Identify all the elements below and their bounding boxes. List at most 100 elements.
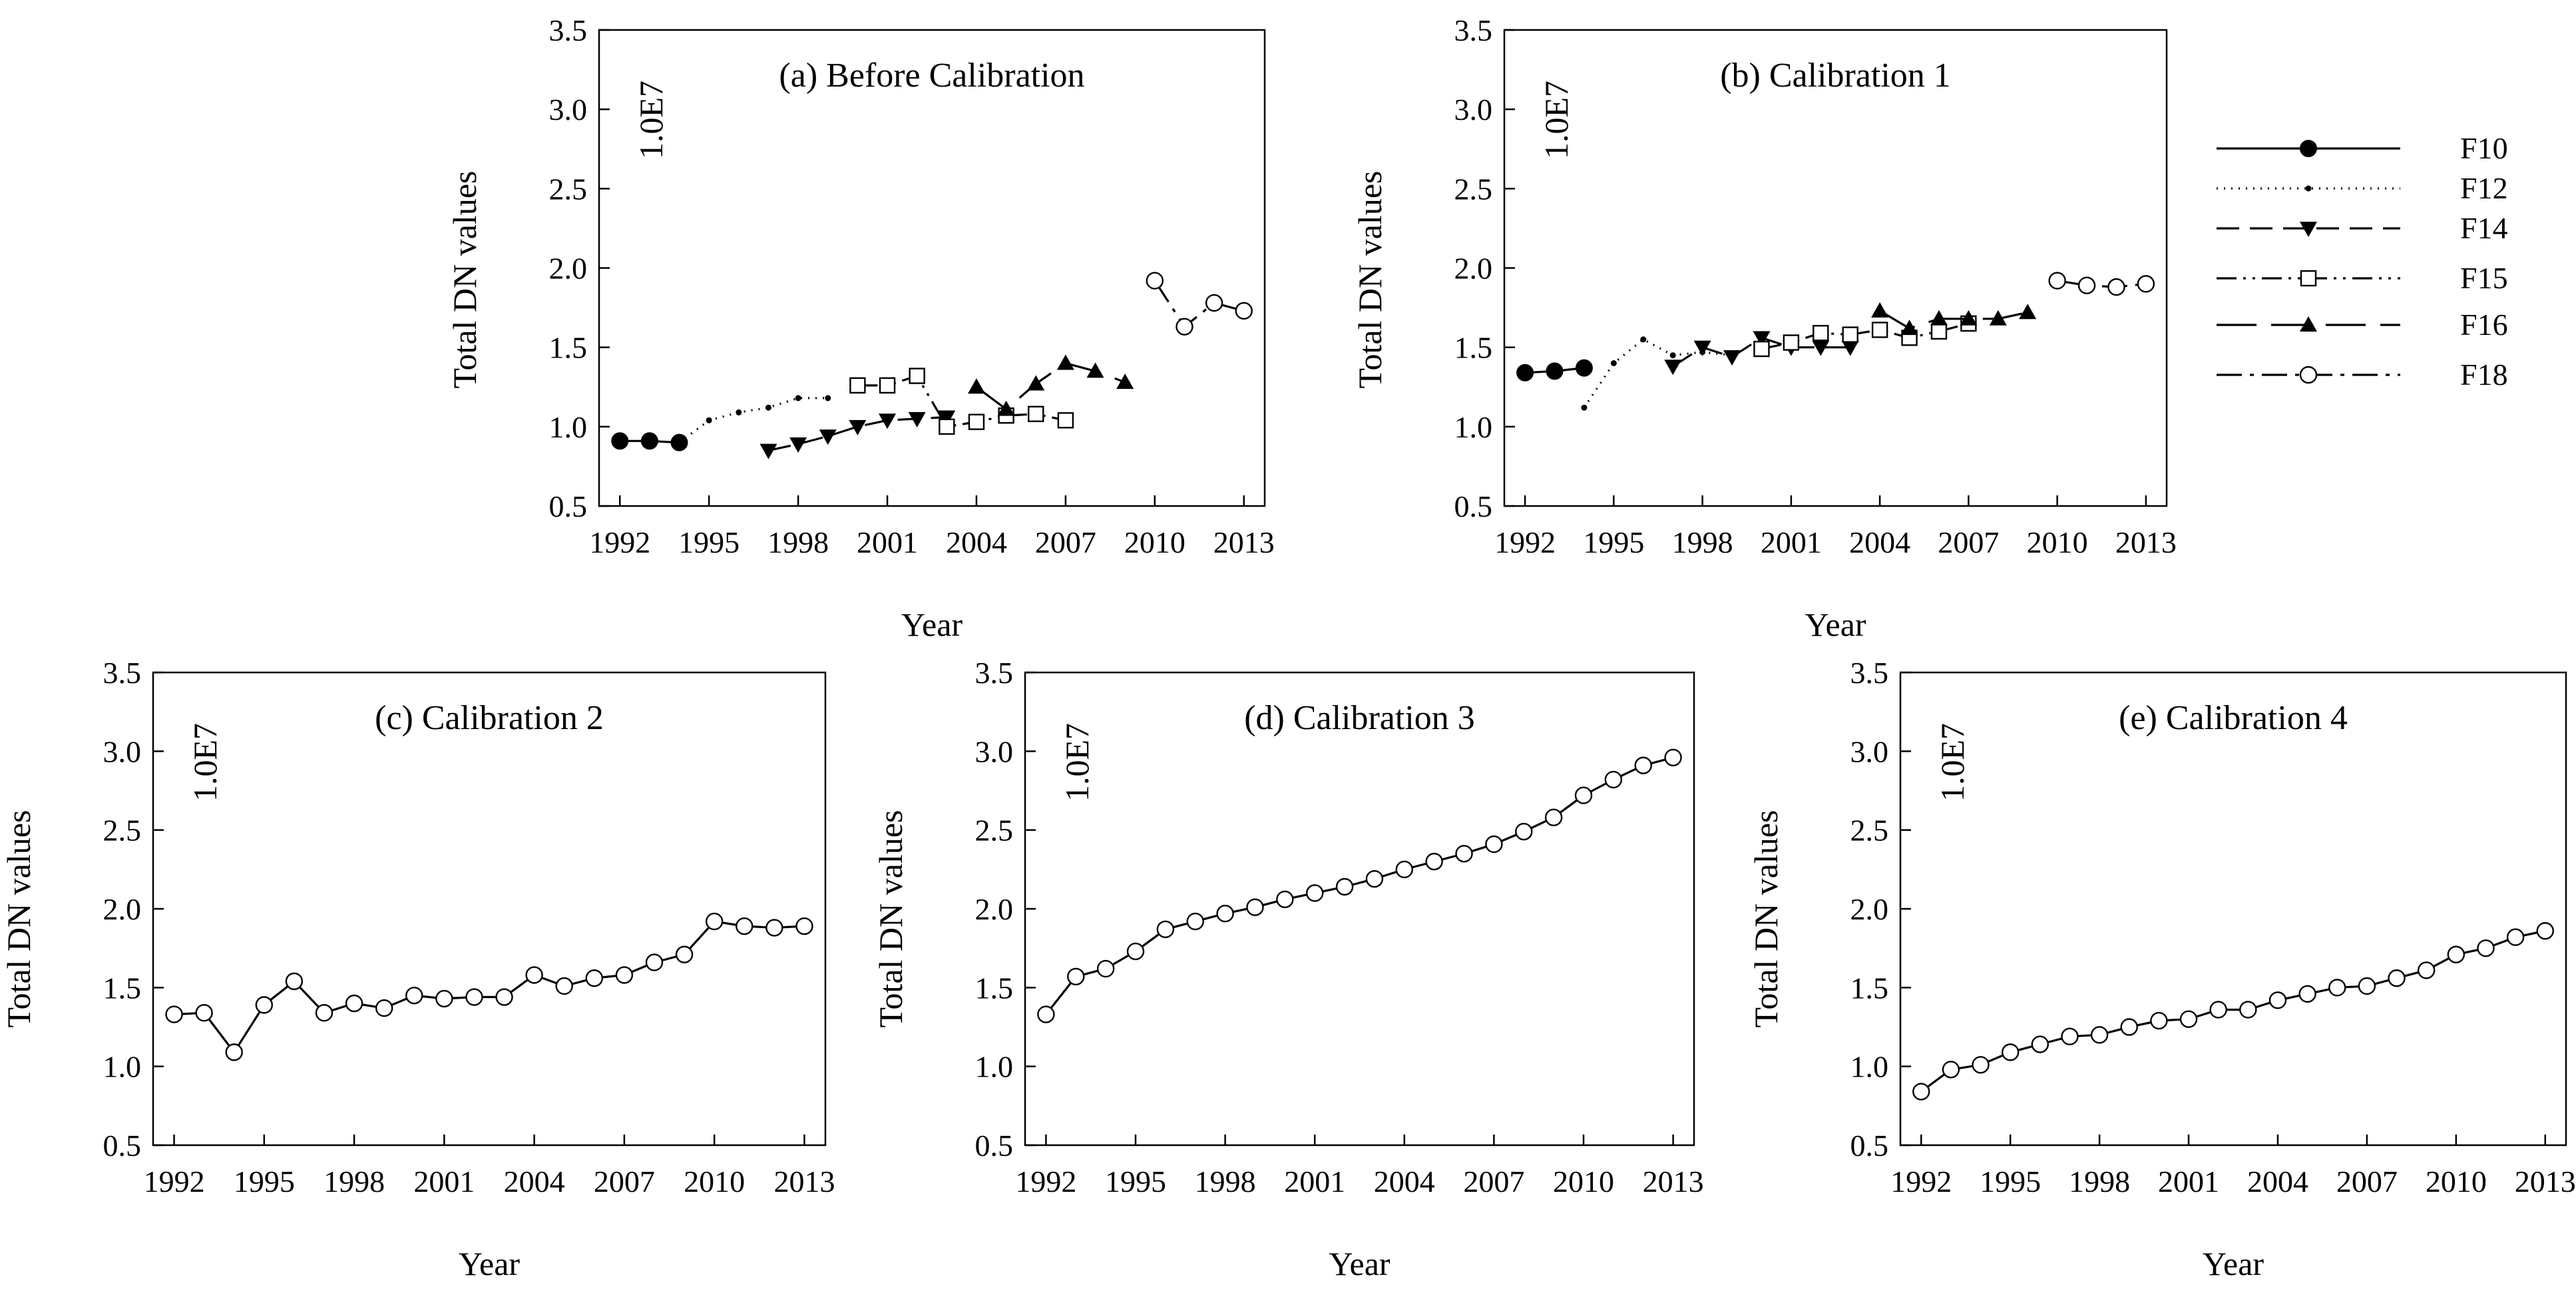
- legend-item-f16: F16: [2217, 308, 2508, 342]
- data-point-f10: [611, 432, 629, 450]
- legend-marker-f15: [2300, 270, 2317, 287]
- y-tick-label: 2.5: [103, 814, 142, 848]
- x-tick-label: 1992: [589, 525, 650, 559]
- data-point-calibrated: [1972, 1056, 1990, 1074]
- data-point-calibrated: [1156, 920, 1175, 938]
- legend-marker-f10: [2300, 140, 2317, 157]
- series-calibrated: [165, 912, 813, 1061]
- series-f10: [1516, 359, 1593, 382]
- x-tick-label: 2010: [2426, 1164, 2487, 1198]
- chart-title: (a) Before Calibration: [779, 57, 1084, 95]
- data-point-calibrated: [225, 1043, 243, 1061]
- data-point-f18: [1235, 302, 1253, 320]
- data-point-f18: [2137, 275, 2155, 293]
- legend-item-f14: F14: [2217, 211, 2508, 245]
- y-tick-label: 0.5: [975, 1129, 1014, 1163]
- data-point-calibrated: [705, 912, 724, 931]
- data-point-f18: [1205, 294, 1223, 312]
- data-point-calibrated: [1425, 852, 1443, 871]
- data-point-calibrated: [1335, 878, 1354, 896]
- data-point-f16: [1960, 310, 1978, 326]
- y-axis-label: Total DN values: [446, 171, 483, 389]
- series-line-f15: [1761, 322, 1969, 350]
- data-point-f14: [908, 411, 926, 427]
- data-point-calibrated: [1126, 942, 1145, 961]
- data-point-calibrated: [1544, 808, 1563, 826]
- legend-label-f15: F15: [2460, 261, 2508, 295]
- panel-b-calibration-1: 0.5 1.0 1.5 2.0 2.5 3.0 3.5 1992 1995 1998 2001 200…: [1351, 13, 2177, 643]
- x-tick-label: 1998: [323, 1164, 385, 1198]
- data-point-calibrated: [2120, 1018, 2138, 1036]
- legend-marker-shape: [2299, 366, 2318, 384]
- x-axis-label: Year: [2203, 1245, 2264, 1282]
- data-point-f12: [1669, 352, 1676, 359]
- axis-multiplier: 1.0E7: [632, 81, 670, 159]
- data-point-calibrated: [2477, 939, 2495, 957]
- y-tick-label: 2.5: [1454, 172, 1493, 206]
- data-point-f18: [2077, 276, 2096, 294]
- data-point-f16: [2019, 304, 2037, 320]
- chart-title: (e) Calibration 4: [2119, 699, 2348, 737]
- x-tick-label: 1992: [144, 1164, 205, 1198]
- y-axis-label: Total DN values: [0, 810, 37, 1028]
- data-point-calibrated: [1515, 822, 1533, 841]
- y-tick-label: 1.0: [103, 1050, 142, 1084]
- legend-item-f10: F10: [2217, 131, 2508, 165]
- series-f18: [2048, 272, 2155, 296]
- y-tick-label: 3.5: [1850, 656, 1889, 690]
- data-point-calibrated: [525, 966, 543, 984]
- data-point-calibrated: [2239, 1001, 2257, 1019]
- data-point-f14: [1664, 360, 1682, 376]
- data-point-f12: [1581, 404, 1588, 411]
- series-calibrated: [1912, 921, 2554, 1101]
- y-tick-label: 0.5: [1454, 489, 1493, 523]
- data-point-calibrated: [2209, 1001, 2227, 1019]
- data-point-f16: [1930, 310, 1948, 326]
- data-point-calibrated: [1306, 884, 1324, 902]
- data-point-f16: [1989, 310, 2007, 326]
- data-point-f16: [1871, 302, 1889, 318]
- data-point-f16: [997, 400, 1015, 416]
- x-tick-label: 1998: [2069, 1164, 2130, 1198]
- axis-multiplier: 1.0E7: [186, 723, 224, 802]
- data-point-calibrated: [2268, 991, 2287, 1009]
- y-tick-label: 0.5: [1850, 1129, 1889, 1163]
- legend-marker-shape: [2300, 270, 2317, 287]
- data-point-f14: [938, 410, 956, 426]
- data-point-calibrated: [2179, 1010, 2198, 1028]
- data-point-f14: [1753, 331, 1771, 347]
- x-tick-label: 1995: [1980, 1164, 2041, 1198]
- data-point-calibrated: [1485, 835, 1503, 854]
- y-tick-label: 3.5: [975, 656, 1014, 690]
- y-tick-label: 1.5: [975, 971, 1014, 1005]
- data-point-calibrated: [495, 988, 513, 1006]
- data-point-calibrated: [795, 917, 813, 935]
- data-point-f10: [1546, 362, 1564, 380]
- data-point-f15: [1930, 323, 1948, 340]
- x-tick-label: 1998: [767, 525, 829, 559]
- data-point-f16: [1900, 320, 1918, 336]
- x-tick-label: 1998: [1195, 1164, 1256, 1198]
- series-f10: [611, 432, 688, 451]
- data-point-calibrated: [1912, 1083, 1930, 1101]
- x-tick-label: 2007: [1035, 525, 1096, 559]
- data-point-f16: [1116, 374, 1134, 389]
- x-tick-label: 2010: [1124, 525, 1185, 559]
- data-point-calibrated: [465, 988, 483, 1006]
- data-point-calibrated: [1395, 860, 1413, 879]
- data-point-calibrated: [2506, 928, 2525, 946]
- y-tick-label: 2.5: [975, 814, 1014, 848]
- x-tick-label: 2001: [857, 525, 918, 559]
- y-tick-label: 0.5: [549, 489, 588, 523]
- data-point-calibrated: [1186, 912, 1204, 931]
- data-point-f14: [1812, 340, 1830, 356]
- data-point-calibrated: [1096, 959, 1115, 978]
- data-point-calibrated: [1067, 967, 1085, 985]
- x-tick-label: 2007: [1463, 1164, 1524, 1198]
- x-tick-label: 1992: [1494, 525, 1556, 559]
- data-point-calibrated: [1037, 1005, 1055, 1023]
- data-point-calibrated: [2031, 1035, 2049, 1053]
- series-f16: [967, 354, 1134, 416]
- x-tick-label: 2001: [1284, 1164, 1345, 1198]
